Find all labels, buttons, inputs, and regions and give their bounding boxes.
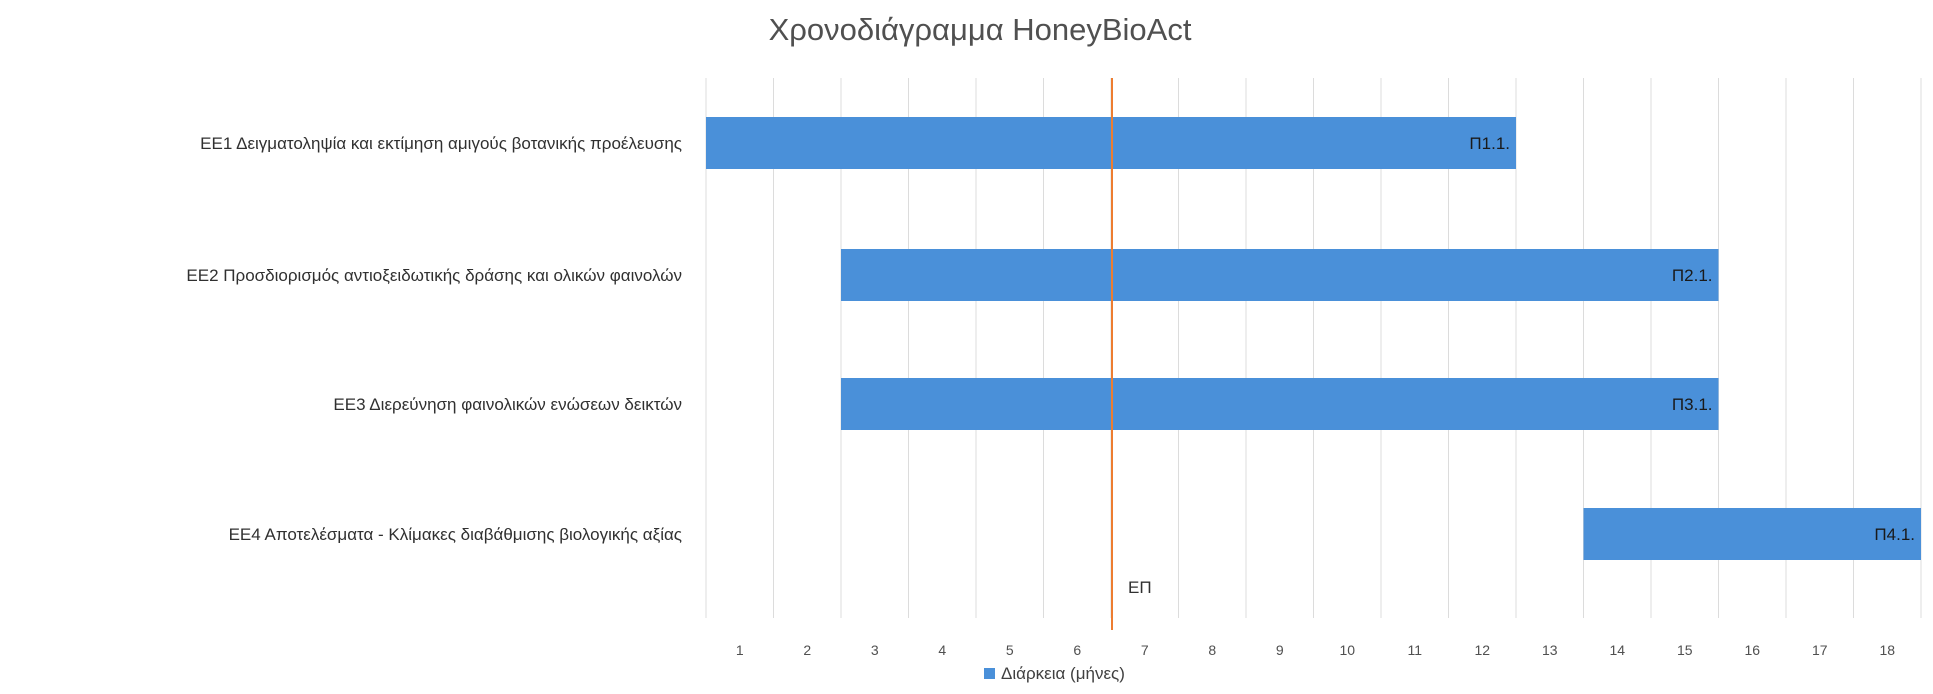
x-tick-labels: 1 2 3 4 5 6 7 8 9 10 11 12 13 14 15 16 17 18 — [736, 642, 1895, 658]
legend: Διάρκεια (μήνες) — [984, 664, 1125, 683]
x-tick-label: 7 — [1141, 642, 1149, 658]
x-tick-label: 8 — [1208, 642, 1216, 658]
milestone-label: ΕΠ — [1128, 578, 1152, 597]
x-tick-label: 5 — [1006, 642, 1014, 658]
x-tick-label: 17 — [1812, 642, 1828, 658]
x-tick-label: 14 — [1609, 642, 1625, 658]
x-tick-label: 12 — [1474, 642, 1490, 658]
x-tick-label: 3 — [871, 642, 879, 658]
bar-data-label: Π3.1. — [1672, 395, 1713, 414]
chart-title: Χρονοδιάγραμμα HoneyBioAct — [769, 12, 1192, 47]
x-tick-label: 10 — [1339, 642, 1355, 658]
x-tick-label: 15 — [1677, 642, 1693, 658]
bar — [841, 249, 1719, 301]
category-label: ΕΕ2 Προσδιορισμός αντιοξειδωτικής δράσης… — [186, 266, 682, 285]
milestone-marker: ΕΠ — [1111, 78, 1152, 630]
legend-label: Διάρκεια (μήνες) — [1001, 664, 1125, 683]
x-tick-label: 4 — [938, 642, 946, 658]
bar-data-label: Π4.1. — [1874, 525, 1915, 544]
bar — [841, 378, 1719, 430]
bar — [1583, 508, 1921, 560]
bar-data-label: Π2.1. — [1672, 266, 1713, 285]
category-label: ΕΕ4 Αποτελέσματα - Κλίμακες διαβάθμισης … — [229, 525, 682, 544]
x-tick-label: 1 — [736, 642, 744, 658]
x-tick-label: 11 — [1407, 642, 1422, 658]
x-tick-label: 6 — [1073, 642, 1081, 658]
x-tick-label: 16 — [1744, 642, 1760, 658]
x-tick-label: 18 — [1879, 642, 1895, 658]
bar-data-label: Π1.1. — [1469, 134, 1510, 153]
x-tick-label: 2 — [803, 642, 811, 658]
x-tick-label: 9 — [1276, 642, 1284, 658]
category-label: ΕΕ1 Δειγματοληψία και εκτίμηση αμιγούς β… — [200, 134, 682, 153]
legend-swatch — [984, 668, 995, 679]
x-tick-label: 13 — [1542, 642, 1558, 658]
category-label: ΕΕ3 Διερεύνηση φαινολικών ενώσεων δεικτώ… — [333, 395, 682, 414]
category-labels: ΕΕ1 Δειγματοληψία και εκτίμηση αμιγούς β… — [186, 134, 682, 544]
